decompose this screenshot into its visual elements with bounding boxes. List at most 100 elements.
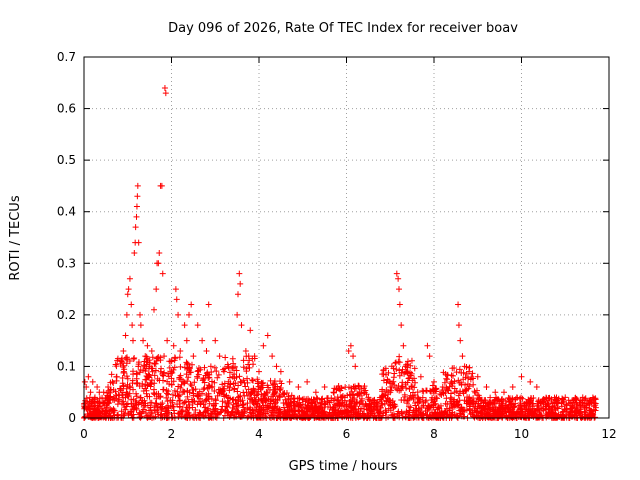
data-point-cloud	[246, 395, 253, 402]
data-point-cloud	[565, 397, 572, 404]
data-point-cloud	[398, 369, 405, 376]
data-point	[431, 378, 437, 385]
data-point-cloud	[192, 406, 199, 413]
data-point-cloud	[149, 410, 156, 417]
data-point-cloud	[396, 412, 403, 419]
data-point	[155, 260, 162, 267]
data-point-cloud	[235, 382, 242, 389]
data-point-cloud	[114, 355, 121, 362]
data-point-cloud	[416, 407, 423, 414]
x-tick-label: 6	[343, 427, 351, 441]
data-point-cloud	[157, 368, 164, 375]
data-point-cloud	[401, 391, 408, 398]
data-point-cloud	[267, 397, 274, 404]
data-point-cloud	[157, 394, 164, 401]
data-point-cloud	[131, 404, 138, 411]
data-point-cloud	[410, 389, 417, 396]
data-point	[540, 399, 547, 406]
data-point-cloud	[187, 369, 194, 376]
data-point-cloud	[182, 408, 189, 415]
data-point-cloud	[453, 369, 460, 376]
data-point-cloud	[277, 394, 284, 401]
data-point-cloud	[269, 382, 276, 389]
data-point	[216, 353, 223, 360]
data-point-cloud	[466, 406, 473, 413]
data-point-cloud	[265, 404, 272, 411]
data-point-cloud	[336, 411, 343, 418]
data-point-cloud	[423, 387, 430, 394]
data-point-cloud	[389, 380, 396, 387]
chart-title: Day 096 of 2026, Rate Of TEC Index for r…	[168, 21, 518, 36]
data-point	[207, 363, 214, 370]
data-point-cloud	[276, 386, 283, 393]
data-point-cloud	[546, 395, 553, 402]
data-point-cloud	[130, 356, 137, 363]
data-point-cloud	[474, 408, 481, 415]
data-point-cloud	[363, 402, 370, 409]
data-point-cloud	[151, 386, 158, 393]
data-point-cloud	[364, 411, 371, 418]
data-point-cloud	[284, 401, 291, 408]
data-point-cloud	[478, 410, 485, 417]
data-point-cloud	[487, 394, 494, 401]
data-point-cloud	[135, 359, 142, 366]
data-point-cloud	[391, 370, 398, 377]
data-point	[260, 342, 267, 349]
data-point-cloud	[355, 382, 362, 389]
x-tick-label: 0	[80, 427, 88, 441]
data-point-cloud	[266, 414, 273, 421]
data-point-cloud	[178, 413, 185, 420]
data-point-cloud	[246, 364, 253, 371]
data-point-cloud	[165, 388, 172, 395]
data-point	[177, 347, 184, 354]
data-point	[409, 384, 416, 391]
data-point-cloud	[450, 404, 457, 411]
data-point-cloud	[253, 404, 260, 411]
data-point-cloud	[130, 368, 137, 375]
data-point-cloud	[432, 388, 439, 395]
data-point-cloud	[291, 402, 298, 409]
data-point-cloud	[233, 403, 240, 410]
data-point	[87, 389, 94, 396]
data-point-cloud	[185, 374, 192, 381]
data-point	[170, 342, 177, 349]
data-point-cloud	[471, 388, 478, 395]
data-point-cloud	[255, 383, 262, 390]
data-point	[347, 342, 354, 349]
data-point-cloud	[277, 385, 284, 392]
data-point	[400, 342, 407, 349]
data-point-cloud	[477, 396, 484, 403]
data-point-cloud	[427, 388, 434, 395]
data-point-cloud	[190, 390, 197, 397]
data-point-cloud	[424, 405, 431, 412]
data-point-cloud	[279, 391, 286, 398]
grid-lines	[84, 57, 609, 418]
data-point-cloud	[572, 394, 579, 401]
data-point-cloud	[239, 397, 246, 404]
data-point	[387, 389, 394, 396]
data-point-cloud	[124, 400, 131, 407]
data-point-cloud	[170, 378, 177, 385]
data-point-cloud	[176, 375, 183, 382]
data-point-cloud	[243, 389, 250, 396]
data-point-cloud	[517, 413, 524, 420]
data-point-cloud	[478, 397, 485, 404]
data-point-cloud	[152, 367, 159, 374]
data-point-cloud	[320, 405, 327, 412]
data-point	[553, 399, 560, 406]
data-point-cloud	[152, 400, 159, 407]
data-point-cloud	[171, 387, 178, 394]
data-point-cloud	[195, 364, 202, 371]
data-point-cloud	[271, 390, 278, 397]
data-point-cloud	[253, 392, 260, 399]
data-point-cloud	[456, 366, 463, 373]
data-point-cloud	[177, 363, 184, 370]
data-point-cloud	[366, 407, 373, 414]
data-point-cloud	[119, 374, 126, 381]
data-point-cloud	[140, 367, 147, 374]
data-point	[205, 301, 212, 308]
data-point-cloud	[176, 392, 183, 399]
data-point-cloud	[199, 390, 206, 397]
data-point	[126, 275, 133, 282]
data-point-cloud	[531, 411, 538, 418]
